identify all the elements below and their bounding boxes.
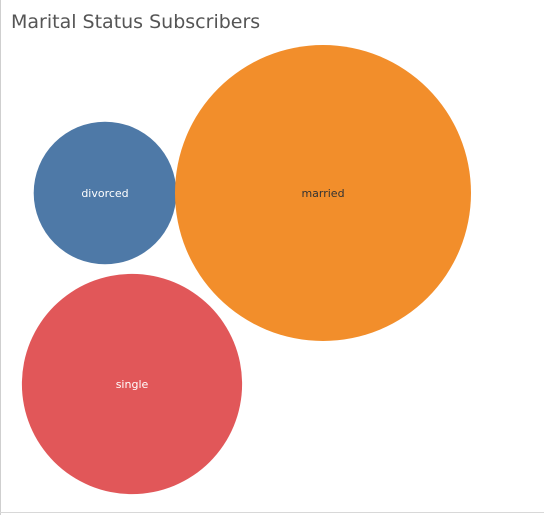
chart-frame-bottom-border bbox=[0, 512, 544, 513]
bubble-circle-married[interactable] bbox=[175, 45, 471, 341]
chart-frame-left-border bbox=[0, 0, 1, 515]
bubble-divorced[interactable]: divorced bbox=[33, 121, 177, 265]
bubble-label-married: married bbox=[301, 187, 344, 200]
bubble-label-divorced: divorced bbox=[81, 187, 128, 200]
bubble-circle-single[interactable] bbox=[21, 273, 243, 495]
bubble-label-single: single bbox=[116, 378, 149, 391]
bubble-single[interactable]: single bbox=[21, 273, 243, 495]
bubble-circle-divorced[interactable] bbox=[33, 121, 177, 265]
bubble-married[interactable]: married bbox=[175, 45, 471, 341]
chart-title: Marital Status Subscribers bbox=[11, 11, 261, 33]
